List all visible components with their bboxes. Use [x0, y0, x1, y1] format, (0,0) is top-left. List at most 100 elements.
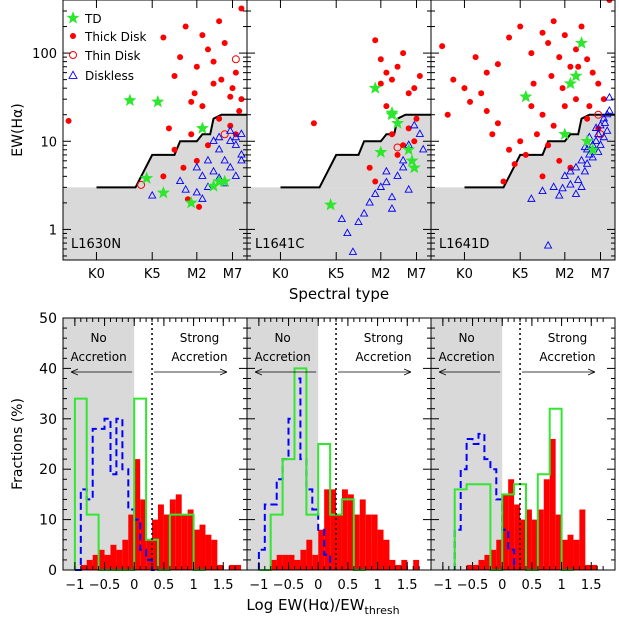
hist-bar: [181, 514, 188, 570]
y-tick-label: 100: [32, 47, 57, 62]
panel-label: L1630N: [71, 237, 121, 252]
td-point: [390, 116, 405, 129]
diskless-point: [209, 136, 218, 144]
no-accretion-label-2: Accretion: [70, 350, 126, 364]
scatter-panel-L1630N: [62, 0, 248, 261]
diskless-point: [602, 109, 612, 118]
diskless-point: [588, 152, 597, 161]
thick-disk-point: [606, 0, 613, 3]
td-point: [574, 36, 589, 49]
td-point: [402, 142, 416, 156]
td-point: [586, 142, 600, 156]
panel-label: L1641D: [439, 237, 489, 252]
thin-disk-point: [220, 130, 229, 139]
diskless-point: [554, 190, 564, 199]
thick-disk-point: [528, 103, 535, 110]
diskless-point: [198, 171, 207, 179]
thick-disk-point: [600, 96, 607, 103]
hist-bar: [520, 519, 526, 570]
thick-disk-point: [372, 178, 379, 185]
arrow-head: [70, 368, 79, 376]
td-point: [324, 197, 338, 211]
panel-frame: [430, 317, 616, 571]
hist-bar: [86, 559, 93, 570]
diskless-point: [226, 126, 235, 134]
thick-disk-point: [561, 103, 568, 110]
thick-disk-point: [383, 103, 390, 110]
x-tick-label: 1: [189, 578, 197, 593]
hist-bar: [294, 559, 301, 570]
thick-disk-point: [216, 115, 223, 122]
y-tick-label: 10: [39, 513, 57, 529]
diskless-point: [600, 118, 610, 126]
diskless-point: [214, 132, 224, 141]
hist-panel-L1641C: [246, 317, 432, 571]
hist-bar: [537, 509, 544, 570]
scatter-panel-L1641C: [246, 0, 432, 261]
thick-disk-point: [483, 108, 490, 115]
y-tick-label: 20: [39, 462, 57, 478]
diskless-point: [231, 171, 241, 179]
td-histogram: [73, 397, 206, 571]
thick-disk-point: [199, 32, 206, 39]
diskless-point: [605, 92, 614, 101]
diskless-point: [198, 194, 207, 202]
hist-bar: [579, 509, 586, 570]
diskless-point: [566, 179, 575, 188]
thick-disk-point: [366, 164, 373, 171]
diskless-point: [337, 214, 347, 222]
diskless-point: [591, 123, 601, 131]
hist-bar: [169, 499, 176, 570]
diskless-point: [418, 144, 428, 153]
thick-disk-point: [461, 85, 468, 92]
thick-disk-point: [478, 90, 485, 97]
hist-bar: [567, 534, 574, 570]
diskless-point: [398, 162, 408, 171]
thick-disk-point: [545, 142, 552, 149]
no-accretion-label-2: Accretion: [438, 350, 494, 364]
td-point: [563, 76, 577, 90]
y-tick-label: 30: [39, 412, 57, 428]
diskless-point: [571, 189, 581, 197]
thick-disk-point: [494, 61, 501, 68]
thick-disk-point: [238, 96, 245, 103]
shade-region-step: [464, 114, 615, 188]
hist-bar: [110, 544, 117, 570]
thick-disk-point: [572, 46, 579, 53]
scatter-panel-L1641D: [430, 0, 616, 261]
x-tick-label: −1: [249, 578, 268, 593]
thick-disk-point: [494, 120, 501, 127]
thick-disk-point: [561, 32, 568, 39]
thick-disk-point: [559, 85, 566, 92]
strong-accretion-label-2: Accretion: [355, 350, 411, 364]
hist-bar: [98, 549, 105, 570]
thick-disk-point: [413, 115, 420, 122]
x-tick-label: −0.5: [89, 578, 121, 593]
diskless-point: [175, 176, 185, 185]
hist-bar: [555, 514, 562, 570]
no-accretion-label-1: No: [458, 331, 474, 345]
hist-bar: [514, 504, 521, 570]
diskless-point: [415, 129, 425, 137]
diskless-point: [566, 166, 575, 175]
hist-bar: [472, 564, 479, 570]
hist-bar: [122, 539, 129, 570]
diskless-point: [577, 182, 586, 190]
thick-disk-point: [218, 76, 225, 83]
td-point: [569, 69, 583, 82]
hist-bar: [175, 494, 182, 570]
thick-disk-point: [550, 122, 557, 129]
hist-bar: [270, 559, 277, 570]
thick-disk-point: [210, 58, 217, 65]
diskless-point: [577, 155, 586, 164]
strong-accretion-label-2: Accretion: [539, 350, 595, 364]
shade-region: [431, 187, 615, 260]
thick-disk-point: [500, 178, 507, 185]
thin-disk-point: [393, 143, 402, 152]
thick-disk-point: [160, 34, 167, 41]
td-point: [368, 81, 382, 94]
diskless-point: [226, 162, 235, 171]
hist-bar: [205, 534, 212, 570]
no-accretion-label-1: No: [90, 331, 106, 345]
